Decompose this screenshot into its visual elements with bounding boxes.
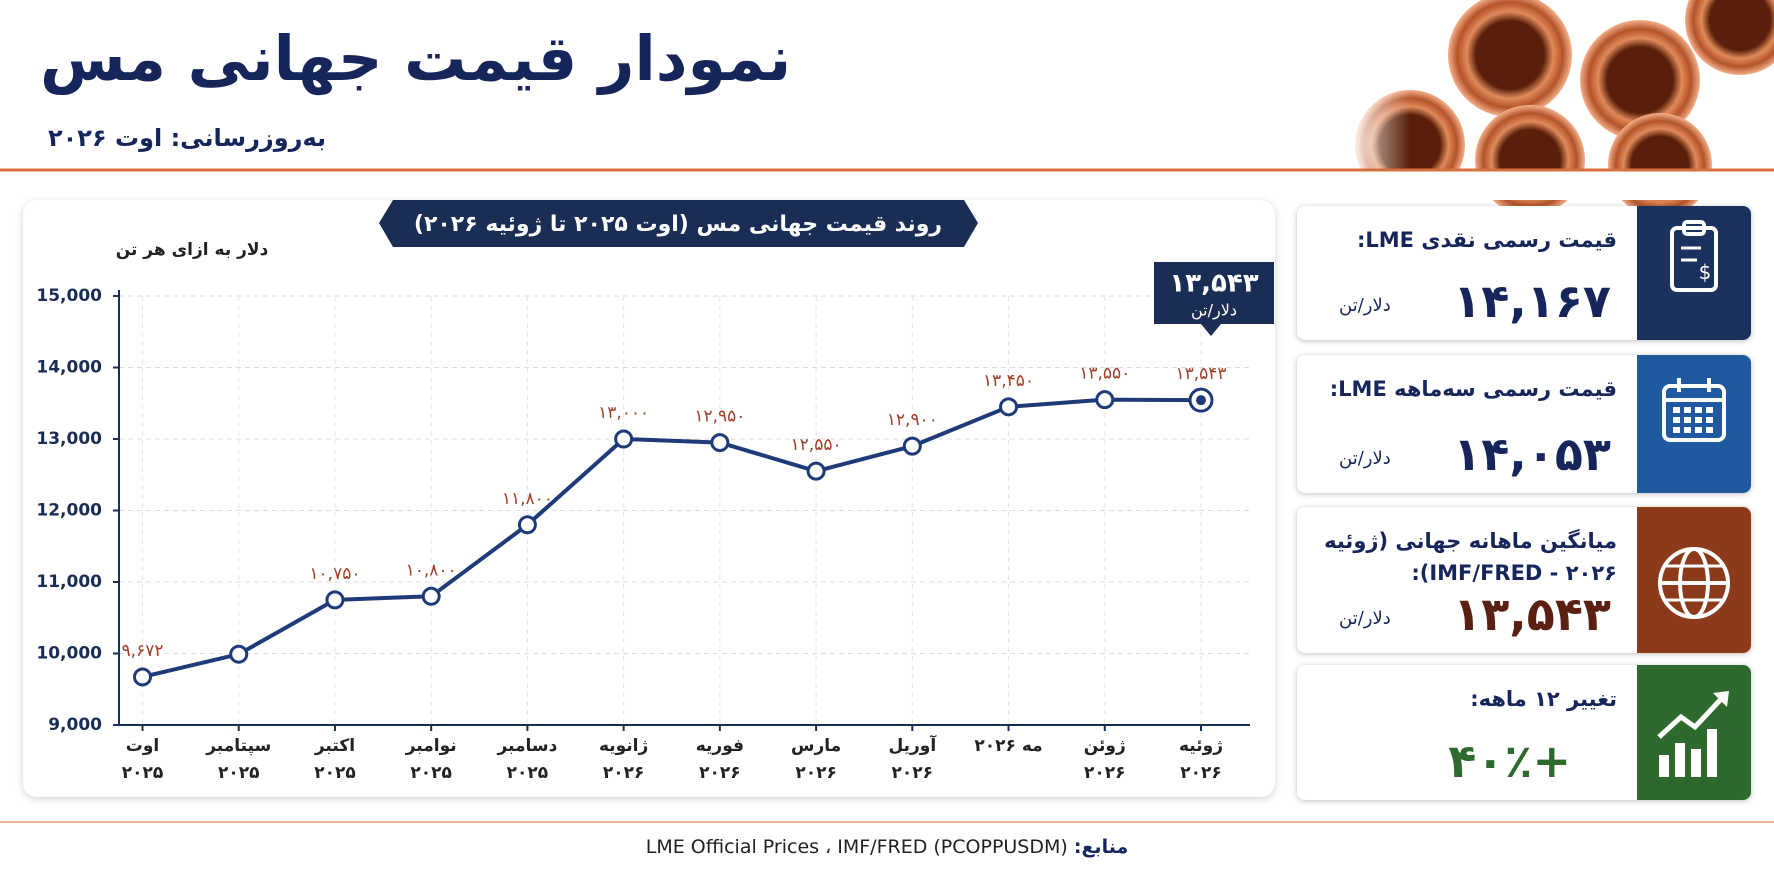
copper-pipes [0,0,1774,217]
card-icon [1637,665,1751,800]
card-icon [1637,507,1751,653]
callout-value: ۱۳,۵۴۳ [1169,269,1258,299]
chart-panel [23,200,1275,797]
y-tick-label: 14,000 [36,358,102,378]
x-tick-label: ژوئیه ۲۰۲۶ [1179,736,1223,783]
point [325,590,345,610]
card-value: ۱۴,۱۶۷ [1453,274,1611,328]
y-axis-label: دلار به ازای هر تن [116,240,269,260]
x-tick-label: ژانویه ۲۰۲۶ [598,736,649,783]
icon-graphic [1662,378,1726,442]
icon-graphic: $ [1670,220,1718,292]
point [133,667,152,687]
data-label: ۱۰,۸۰۰ [406,560,457,580]
page-title: نمودار قیمت جهانی مس [40,22,792,95]
point [614,429,634,449]
line [142,397,1202,679]
card-icon: $ [1637,206,1751,340]
data-label: ۱۲,۵۵۰ [791,435,842,455]
y-tick-label: 9,000 [48,715,102,735]
x-tick-label: ژوئن ۲۰۲۶ [1083,736,1126,783]
x-tick-label: اوت ۲۰۲۵ [121,736,164,783]
card-title: قیمت رسمی سه‌ماهه LME: [1329,377,1617,401]
point [421,586,441,606]
card-title: تغییر ۱۲ ماهه: [1470,687,1617,711]
icon-graphic [1657,690,1729,777]
x-tick-label: اکتبر ۲۰۲۵ [314,736,356,783]
card-unit: دلار/تن [1339,608,1391,629]
point-core [1196,395,1206,406]
data-label: ۱۳,۴۵۰ [983,371,1034,391]
callout-unit: دلار/تن [1191,301,1237,321]
icon-graphic [1658,547,1730,619]
chart-title-pill [379,200,978,247]
card-value: +۴۰٪ [1448,734,1571,788]
card-value: ۱۳,۵۴۳ [1453,587,1611,641]
page-subtitle: به‌روزرسانی: اوت ۲۰۲۶ [48,124,327,152]
y-tick-label: 10,000 [36,644,102,664]
svg-text:$: $ [1699,260,1712,284]
data-label: ۹,۶۷۲ [122,641,164,661]
footer-text: LME Official Prices ، IMF/FRED (PCOPPUSD… [645,836,1068,858]
y-tick-label: 12,000 [36,501,102,521]
data-label: ۱۱,۸۰۰ [502,489,553,509]
card-unit: دلار/تن [1339,448,1391,469]
card-title: قیمت رسمی نقدی LME: [1356,228,1617,252]
data-label: ۱۳,۵۵۰ [1079,364,1130,384]
callout-box [1154,262,1274,336]
card-title: میانگین ماهانه جهانی (ژوئیه ۲۰۲۶ - IMF/F… [1324,529,1617,585]
y-tick-label: 15,000 [36,286,102,306]
x-tick-label: مارس ۲۰۲۶ [791,736,842,783]
x-tick-label: فوریه ۲۰۲۶ [695,736,744,783]
card-value: ۱۴,۰۵۳ [1453,427,1611,481]
info-card: میانگین ماهانه جهانی (ژوئیه ۲۰۲۶ - IMF/F… [1297,507,1751,653]
x-tick-label: مه ۲۰۲۶ [974,736,1043,756]
point [229,644,249,664]
x-tick-label: دسامبر ۲۰۲۵ [497,736,558,783]
card-icon [1637,355,1751,493]
info-card: قیمت رسمی سه‌ماهه LME: ۱۴,۰۵۳ دلار/تن [1297,355,1751,493]
data-label: ۱۳,۵۴۳ [1175,364,1226,384]
card-unit: دلار/تن [1339,295,1391,316]
point [902,436,922,456]
data-label: ۱۰,۷۵۰ [309,564,360,584]
y-tick-label: 13,000 [36,429,102,449]
x-tick-label: سپتامبر ۲۰۲۵ [206,736,272,783]
x-tick-label: آوریل ۲۰۲۶ [888,736,937,783]
point [999,397,1019,417]
point [517,515,537,535]
data-label: ۱۳,۰۰۰ [598,403,649,423]
point [806,461,826,481]
footer-label: منابع: [1073,836,1129,858]
data-label: ۱۲,۹۵۰ [694,407,745,427]
chart-title: روند قیمت جهانی مس (اوت ۲۰۲۵ تا ژوئیه ۲۰… [414,212,942,237]
data-label: ۱۲,۹۰۰ [887,410,938,430]
info-card: تغییر ۱۲ ماهه: +۴۰٪ [1297,665,1751,800]
x-tick-label: نوامبر ۲۰۲۵ [405,736,457,783]
point [1095,390,1115,410]
footer: منابع: LME Official Prices ، IMF/FRED (P… [0,836,1774,858]
info-card: $ قیمت رسمی نقدی LME: ۱۴,۱۶۷ دلار/تن [1297,206,1751,340]
y-tick-label: 11,000 [36,572,102,592]
point [710,433,730,453]
